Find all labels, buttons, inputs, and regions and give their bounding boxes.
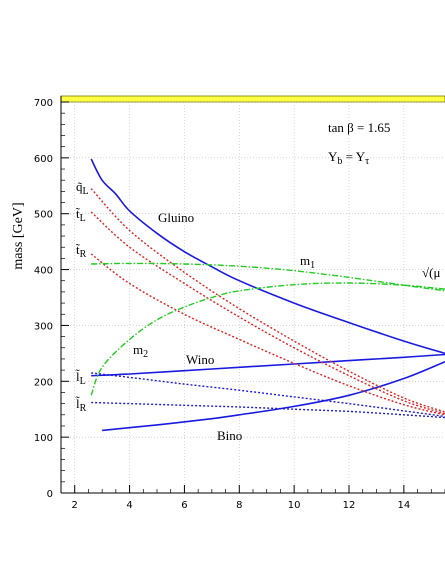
x-tick-label: 12 <box>343 500 356 511</box>
wino-label: Wino <box>186 352 214 367</box>
x-tick-label: 2 <box>72 500 78 511</box>
ytau-sub: τ <box>365 156 369 167</box>
lL-label: l̃L <box>75 369 85 387</box>
gluino-label: Gluino <box>158 210 194 225</box>
yb-text: Y <box>328 149 338 164</box>
m1-sub: 1 <box>310 260 315 271</box>
series-qL-line <box>90 188 445 413</box>
series-m1-line <box>91 262 445 292</box>
series-tR-line <box>90 253 445 416</box>
y-tick-label: 0 <box>47 489 53 500</box>
m2-text: m <box>133 342 143 357</box>
m2-sub: 2 <box>143 349 148 360</box>
lR-sub: R <box>80 403 87 414</box>
yukawa-label: Yb = Yτ <box>328 149 369 167</box>
y-tick-label: 200 <box>34 377 53 388</box>
m1-text: m <box>300 253 310 268</box>
lR-label: l̃R <box>75 396 86 414</box>
x-tick-label: 6 <box>181 500 187 511</box>
sqrtmu-label: √(μ <box>422 265 440 280</box>
tanbeta-label: tan β = 1.65 <box>328 120 390 135</box>
series-tL-line <box>90 211 445 415</box>
tR-sub: R <box>80 249 87 260</box>
x-tick-label: 4 <box>126 500 132 511</box>
series-group <box>90 158 445 432</box>
y-tick-label: 700 <box>34 98 53 109</box>
x-tick-label: 10 <box>288 500 301 511</box>
x-tick-label: 8 <box>236 500 242 511</box>
y-tick-label: 300 <box>34 321 53 332</box>
y-axis-title: mass [GeV] <box>11 202 26 269</box>
series-gluino-line <box>90 158 445 355</box>
x-tick-label: 14 <box>397 500 410 511</box>
lL-text: l̃ <box>75 369 80 384</box>
series-bino-line <box>102 360 445 432</box>
tL-sub: L <box>80 213 86 224</box>
qL-sub: L <box>83 186 89 197</box>
y-tick-label: 400 <box>34 266 53 277</box>
bino-label: Bino <box>217 428 242 443</box>
top-band <box>60 95 445 103</box>
tR-text: t̃ <box>76 242 81 257</box>
tR-label: t̃R <box>76 242 87 260</box>
m1-label: m1 <box>300 253 315 271</box>
y-tick-label: 600 <box>34 154 53 165</box>
qL-text: q̃ <box>76 179 83 194</box>
yb-sub: b <box>337 156 342 167</box>
lL-sub: L <box>80 376 86 387</box>
qL-label: q̃L <box>76 179 89 197</box>
series-lR-line <box>91 401 445 419</box>
m2-label: m2 <box>133 342 148 360</box>
tL-text: t̃ <box>76 206 81 221</box>
y-tick-label: 500 <box>34 210 53 221</box>
series-wino-line <box>91 353 445 377</box>
y-tick-label: 100 <box>34 433 53 444</box>
lR-text: l̃ <box>75 396 80 411</box>
series-sqrtmu-line <box>90 282 445 396</box>
tL-label: t̃L <box>76 206 86 224</box>
grid <box>61 101 445 494</box>
yb-eq: = Y <box>342 149 365 164</box>
series-lL-line <box>91 372 445 418</box>
